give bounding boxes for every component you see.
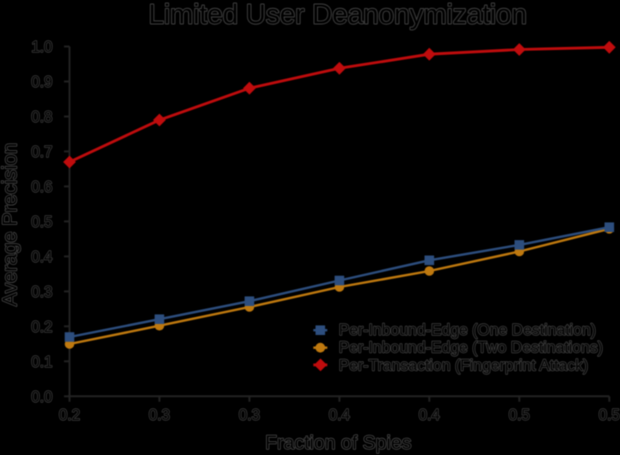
svg-text:Per-Transaction (Fingerprint A: Per-Transaction (Fingerprint Attack) — [339, 357, 589, 374]
svg-text:0.5: 0.5 — [509, 407, 530, 424]
svg-text:0.4: 0.4 — [31, 249, 53, 266]
svg-text:0.6: 0.6 — [31, 179, 52, 196]
svg-text:0.8: 0.8 — [31, 109, 52, 126]
svg-text:0.0: 0.0 — [31, 389, 52, 406]
svg-text:0.3: 0.3 — [239, 407, 260, 424]
svg-text:Per-Inbound-Edge (Two Destinat: Per-Inbound-Edge (Two Destinations) — [339, 340, 603, 357]
svg-text:0.1: 0.1 — [31, 354, 52, 371]
svg-text:0.3: 0.3 — [149, 407, 170, 424]
svg-text:0.4: 0.4 — [419, 407, 441, 424]
svg-text:0.2: 0.2 — [59, 407, 80, 424]
svg-text:0.5: 0.5 — [599, 407, 620, 424]
svg-text:Limited User Deanonymization: Limited User Deanonymization — [148, 0, 527, 30]
svg-text:0.9: 0.9 — [31, 74, 52, 91]
svg-text:Fraction of Spies: Fraction of Spies — [265, 432, 412, 454]
svg-text:0.3: 0.3 — [31, 284, 52, 301]
svg-text:Per-Inbound-Edge (One Destinat: Per-Inbound-Edge (One Destination) — [339, 322, 596, 339]
svg-text:1.0: 1.0 — [31, 39, 52, 56]
svg-text:0.7: 0.7 — [31, 144, 52, 161]
svg-text:0.5: 0.5 — [31, 214, 52, 231]
svg-text:0.4: 0.4 — [329, 407, 351, 424]
svg-text:Average Precision: Average Precision — [0, 143, 21, 306]
svg-text:0.2: 0.2 — [31, 319, 52, 336]
